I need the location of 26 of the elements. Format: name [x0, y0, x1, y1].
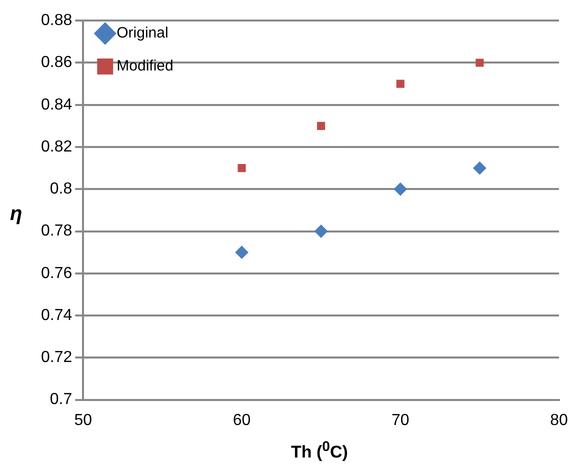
x-tick-label: 70 — [391, 412, 410, 429]
y-axis-title: η — [10, 203, 22, 226]
legend-label: Original — [116, 24, 168, 42]
y-tick-label: 0.78 — [41, 222, 72, 240]
y-tick-label: 0.74 — [41, 306, 72, 324]
y-tick-label: 0.84 — [41, 96, 72, 114]
x-axis-title: Th ($^{0}$C) — [290, 439, 349, 463]
point — [238, 164, 246, 172]
point — [396, 80, 404, 88]
point — [394, 182, 407, 196]
y-tick-label: 0.72 — [41, 349, 72, 366]
x-tick-label: 60 — [232, 412, 251, 429]
y-tick-label: 0.76 — [41, 264, 72, 282]
y-tick-label: 0.8 — [50, 180, 72, 198]
y-tick-label: 0.7 — [50, 391, 72, 408]
legend-label: Modified — [116, 58, 174, 75]
x-tick-label: 80 — [550, 412, 568, 429]
point — [314, 224, 328, 238]
y-tick-label: 0.82 — [41, 138, 72, 156]
point — [317, 122, 326, 130]
y-tick-label: 0.88 — [41, 12, 72, 30]
y-tick-label: 0.86 — [41, 54, 72, 72]
point — [473, 162, 486, 175]
x-tick-label: 50 — [74, 412, 92, 429]
point — [235, 246, 248, 259]
point — [476, 58, 484, 67]
